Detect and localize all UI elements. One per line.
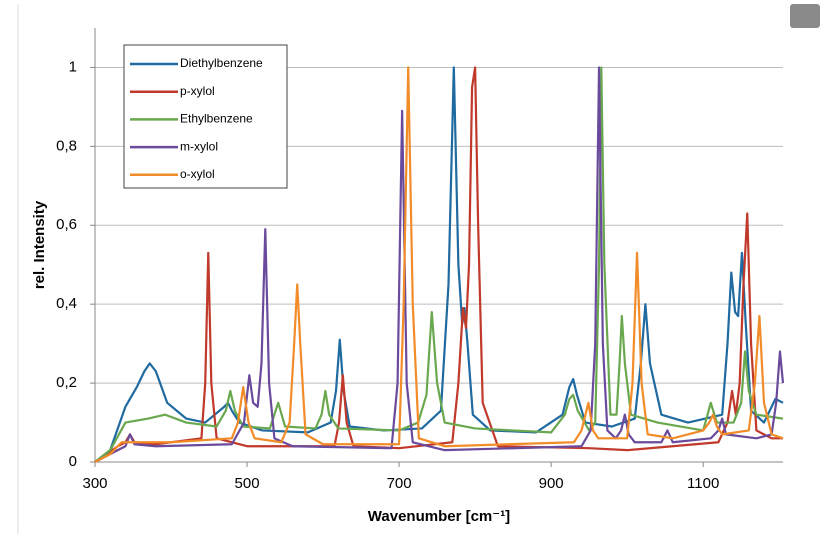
- series-line: [94, 66, 784, 463]
- x-tick-label: 300: [82, 475, 107, 492]
- legend-label: m-xylol: [180, 139, 218, 153]
- legend-box: [123, 44, 288, 189]
- y-axis-title: rel. Intensity: [31, 200, 48, 289]
- legend-label: Ethylbenzene: [180, 112, 253, 126]
- plot-lines: [94, 66, 785, 463]
- legend-label: o-xylol: [180, 167, 215, 181]
- x-tick-label: 500: [235, 475, 260, 492]
- x-axis-title: Wavenumber [cm⁻¹]: [368, 508, 510, 525]
- y-tick-label: 1: [69, 58, 77, 75]
- y-tick-label: 0,8: [56, 137, 77, 154]
- legend: Diethylbenzene p-xylol Ethylbenzene m-xylol…: [123, 44, 288, 189]
- y-tick-label: 0: [69, 453, 77, 470]
- x-tick-label: 900: [539, 475, 564, 492]
- x-tick-label: 1100: [687, 475, 719, 492]
- series-line: [94, 66, 784, 463]
- y-tick-label: 0,6: [56, 216, 77, 233]
- grid: 0 0,2 0,4 0,6 0,8 1 300 500 700 900 1100: [56, 28, 783, 492]
- legend-label: Diethylbenzene: [180, 56, 263, 70]
- x-tick-label: 700: [387, 475, 412, 492]
- legend-label: p-xylol: [180, 84, 215, 98]
- decor-object: [790, 4, 820, 28]
- series-line: [94, 66, 783, 463]
- y-tick-label: 0,4: [56, 295, 77, 312]
- y-tick-label: 0,2: [56, 374, 77, 391]
